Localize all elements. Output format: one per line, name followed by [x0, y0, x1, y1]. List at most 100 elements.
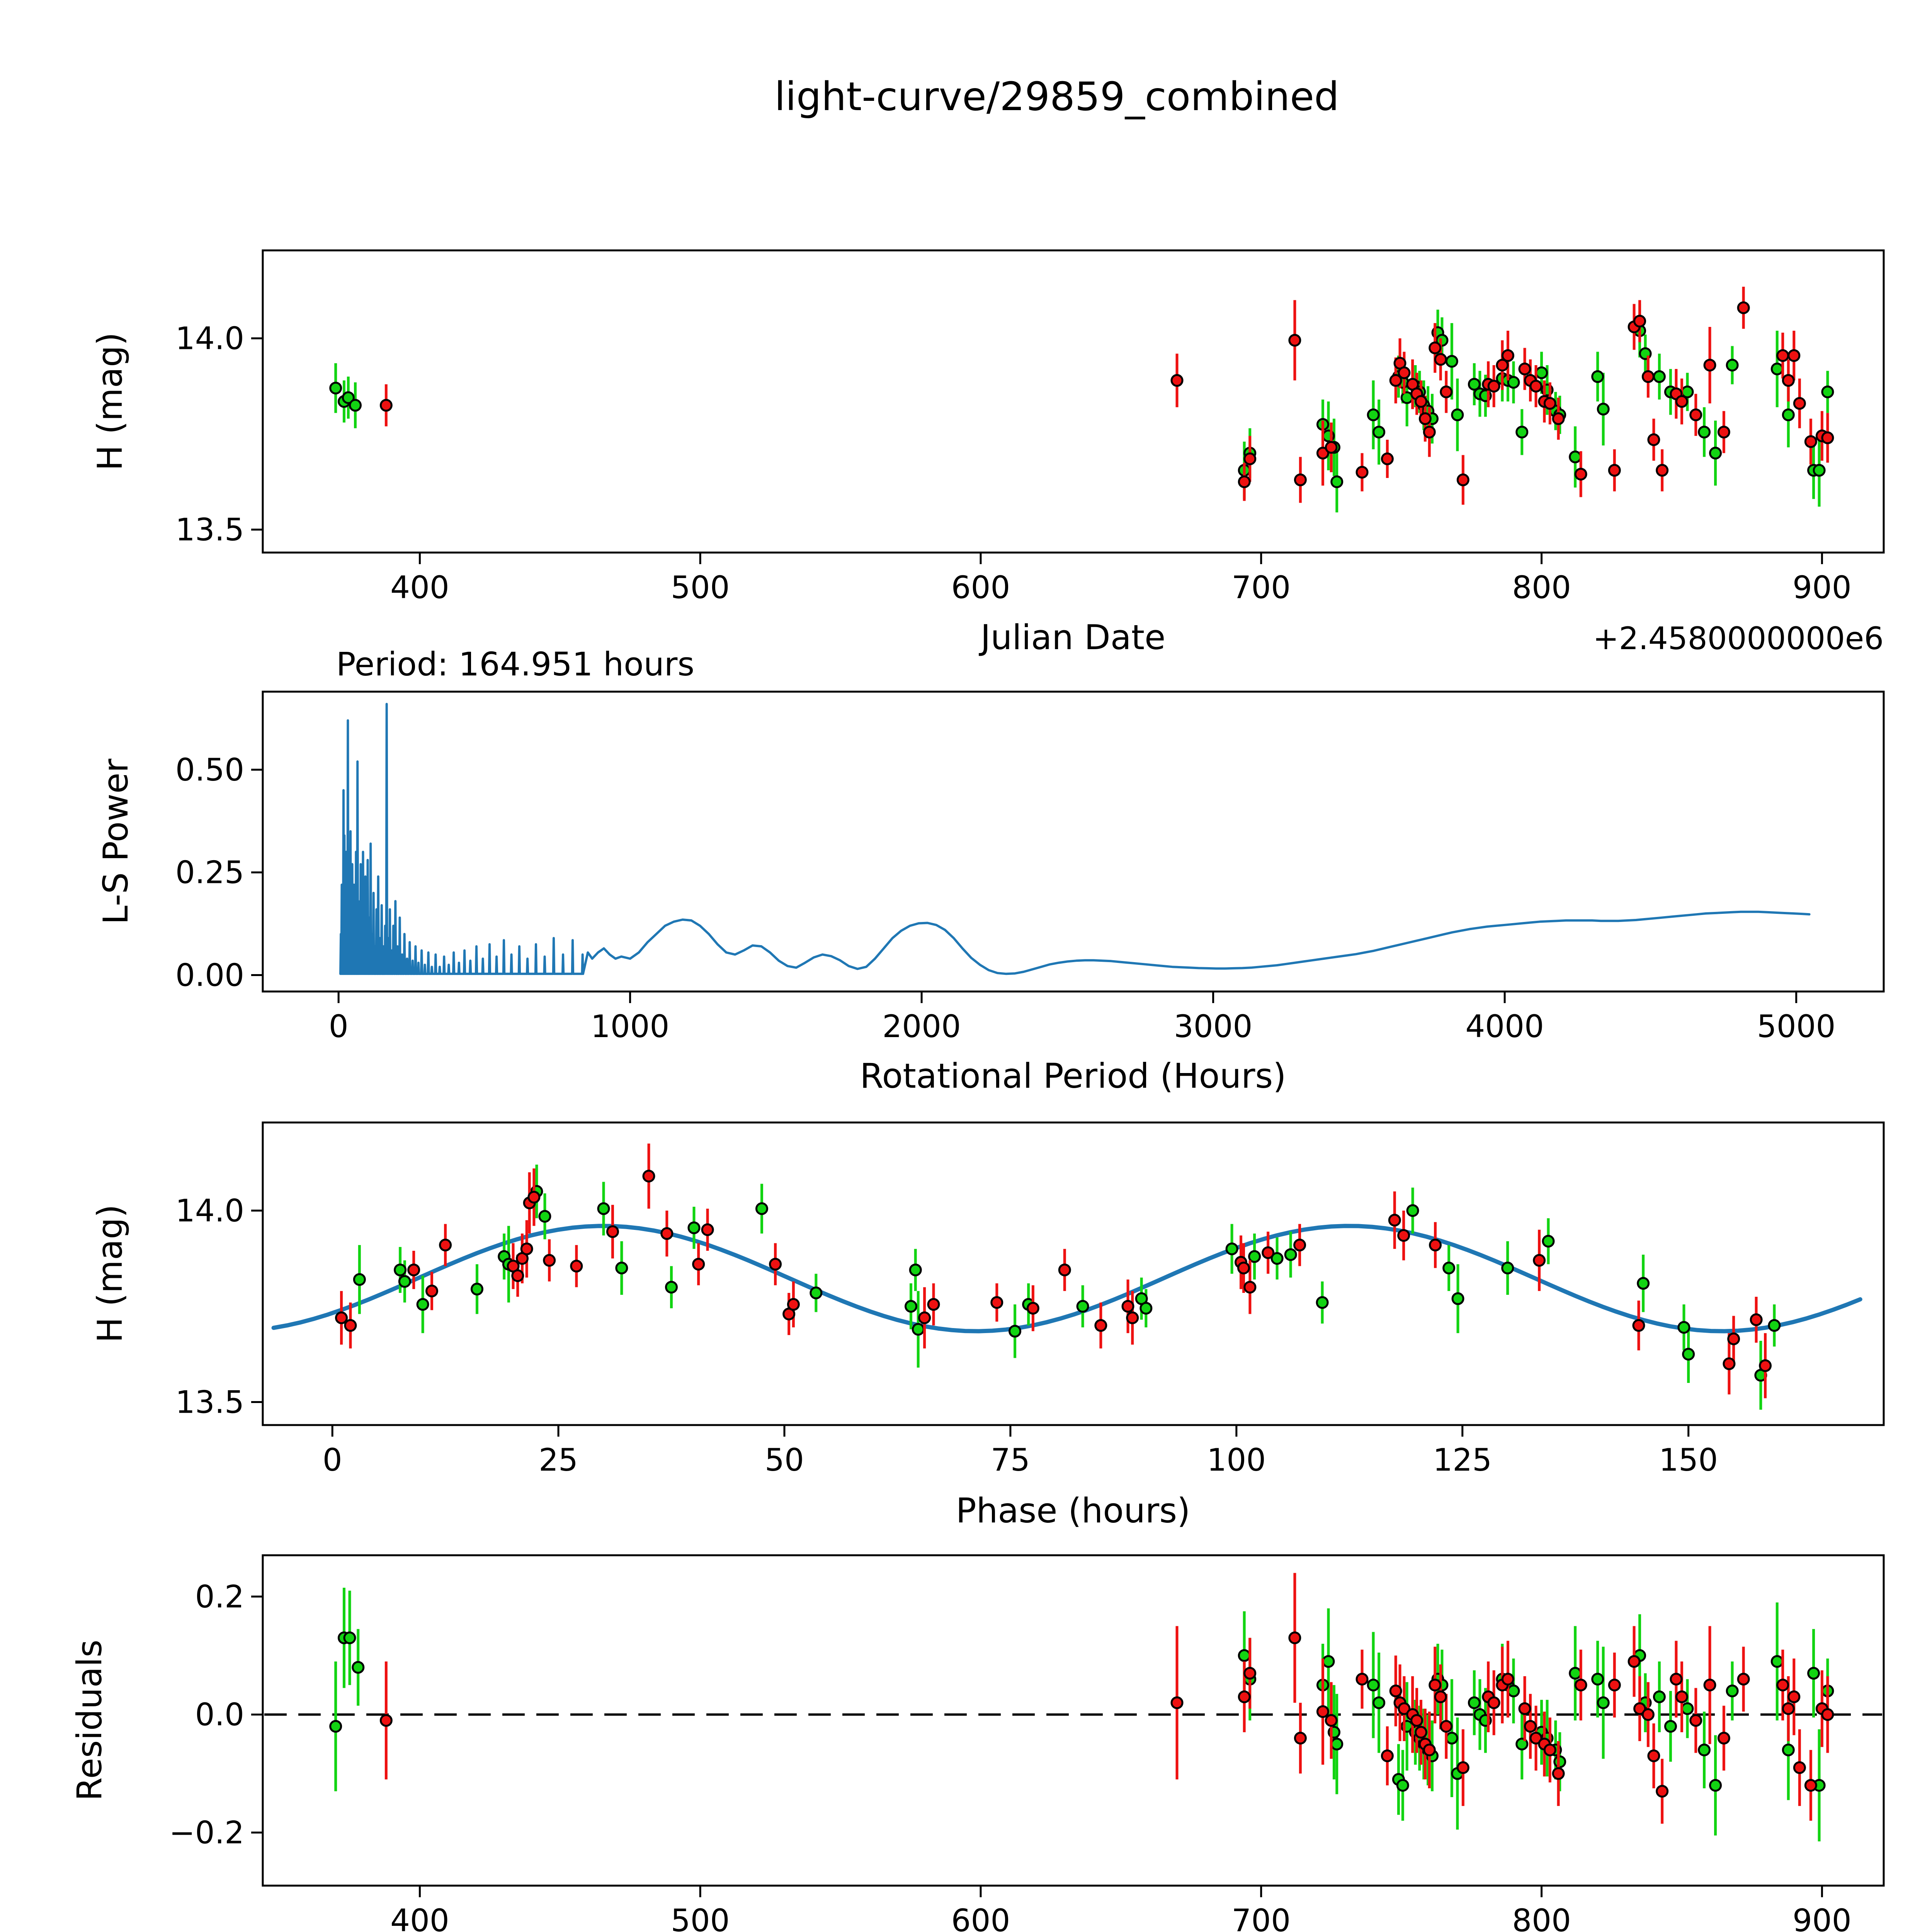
data-point — [1782, 408, 1795, 422]
data-point — [1703, 359, 1716, 372]
data-point — [1518, 1702, 1531, 1715]
y-tick-label: 13.5 — [175, 1384, 244, 1420]
y-tick-label: −0.2 — [169, 1815, 244, 1851]
data-point — [1418, 412, 1432, 425]
data-point — [1515, 425, 1529, 439]
data-point — [1641, 370, 1655, 383]
axes-frame — [262, 690, 1885, 993]
axes-frame — [262, 1554, 1885, 1887]
data-point — [1574, 1679, 1587, 1692]
data-point — [1372, 425, 1386, 439]
data-point — [1653, 370, 1666, 383]
axes-frame — [262, 1121, 1885, 1426]
data-point — [665, 1281, 678, 1294]
x-tick-label: 0 — [323, 1442, 342, 1478]
data-point — [1434, 1690, 1447, 1703]
data-point — [787, 1298, 800, 1311]
data-point — [1170, 374, 1184, 387]
data-point — [1076, 1300, 1089, 1313]
data-point — [1533, 1254, 1546, 1267]
data-point — [1009, 1325, 1022, 1338]
data-point — [1468, 378, 1481, 391]
data-point — [1442, 1262, 1456, 1275]
data-point — [425, 1284, 439, 1298]
data-point — [353, 1273, 366, 1286]
data-point — [1552, 1767, 1565, 1780]
x-tick-label: 700 — [1231, 1903, 1291, 1932]
data-point — [909, 1264, 922, 1277]
data-point — [1664, 1720, 1677, 1733]
data-point — [1170, 1696, 1184, 1709]
data-point — [1294, 473, 1307, 486]
x-tick-label: 3000 — [1174, 1009, 1253, 1044]
axis-ticks: 0 1000 2000 3000 4000 5000 0.00 0.25 0.50 — [175, 752, 1836, 1044]
data-point — [692, 1258, 705, 1271]
data-point — [1782, 1743, 1795, 1757]
data-point — [1524, 1720, 1537, 1733]
data-point — [470, 1282, 483, 1296]
data-point — [1768, 1319, 1781, 1332]
data-point — [1139, 1302, 1153, 1315]
data-point — [1759, 1359, 1772, 1372]
data-point — [1698, 1743, 1711, 1757]
data-point — [1709, 1779, 1722, 1792]
data-point — [1410, 1714, 1423, 1727]
data-point — [1726, 1684, 1739, 1697]
data-point — [1633, 315, 1646, 328]
data-point — [1608, 1679, 1621, 1692]
data-point — [1414, 1726, 1427, 1739]
data-point — [1355, 1673, 1369, 1686]
data-point — [1381, 1749, 1394, 1762]
data-point — [1367, 1679, 1380, 1692]
data-point — [769, 1258, 782, 1271]
data-point — [1445, 355, 1458, 368]
y-tick-label: 0.2 — [195, 1579, 244, 1615]
data-point — [1793, 397, 1806, 410]
x-tick-label: 4000 — [1465, 1009, 1544, 1044]
data-point — [1414, 395, 1427, 408]
data-point — [1656, 1785, 1669, 1798]
y-axis-label: H (mag) — [90, 1204, 130, 1343]
data-point — [1656, 464, 1669, 477]
data-point — [439, 1238, 452, 1252]
data-point — [1429, 1679, 1442, 1692]
data-point — [597, 1202, 610, 1215]
x-axis-label: Julian Date — [979, 617, 1166, 657]
data-point — [1456, 473, 1469, 486]
sine-fit-curve — [271, 1224, 1862, 1333]
data-point — [1238, 475, 1251, 488]
data-point — [1647, 433, 1660, 446]
data-point — [520, 1242, 533, 1255]
y-tick-label: 0.00 — [175, 957, 244, 993]
data-point — [1628, 1655, 1641, 1668]
y-tick-label: 13.5 — [175, 512, 244, 548]
data-point — [1288, 334, 1301, 347]
y-axis-label: H (mag) — [90, 332, 130, 471]
data-point — [1542, 1235, 1555, 1248]
data-point — [1821, 385, 1834, 398]
data-point — [1288, 1631, 1301, 1645]
data-point — [615, 1262, 628, 1275]
data-point — [1243, 1281, 1257, 1294]
green-dataset-markers — [329, 1631, 1834, 1792]
data-point — [344, 1319, 357, 1332]
green-dataset-markers — [329, 324, 1834, 488]
data-point — [1776, 1679, 1789, 1692]
red-dataset-markers — [379, 301, 1834, 488]
data-point — [1440, 1720, 1453, 1733]
data-point — [1670, 1673, 1683, 1686]
data-point — [1637, 1277, 1650, 1290]
data-point — [1553, 1755, 1566, 1768]
red-dataset-error-bars — [384, 1573, 1829, 1824]
data-point — [1325, 441, 1338, 454]
x-tick-label: 900 — [1793, 1903, 1852, 1932]
x-tick-label: 100 — [1207, 1442, 1266, 1478]
x-tick-label: 700 — [1231, 570, 1291, 605]
data-point — [1397, 1229, 1410, 1242]
data-point — [1608, 464, 1621, 477]
y-tick-label: 0.0 — [195, 1697, 244, 1733]
data-point — [1793, 1761, 1806, 1774]
data-point — [927, 1298, 940, 1311]
data-point — [1248, 1250, 1261, 1263]
data-point — [1381, 452, 1394, 465]
